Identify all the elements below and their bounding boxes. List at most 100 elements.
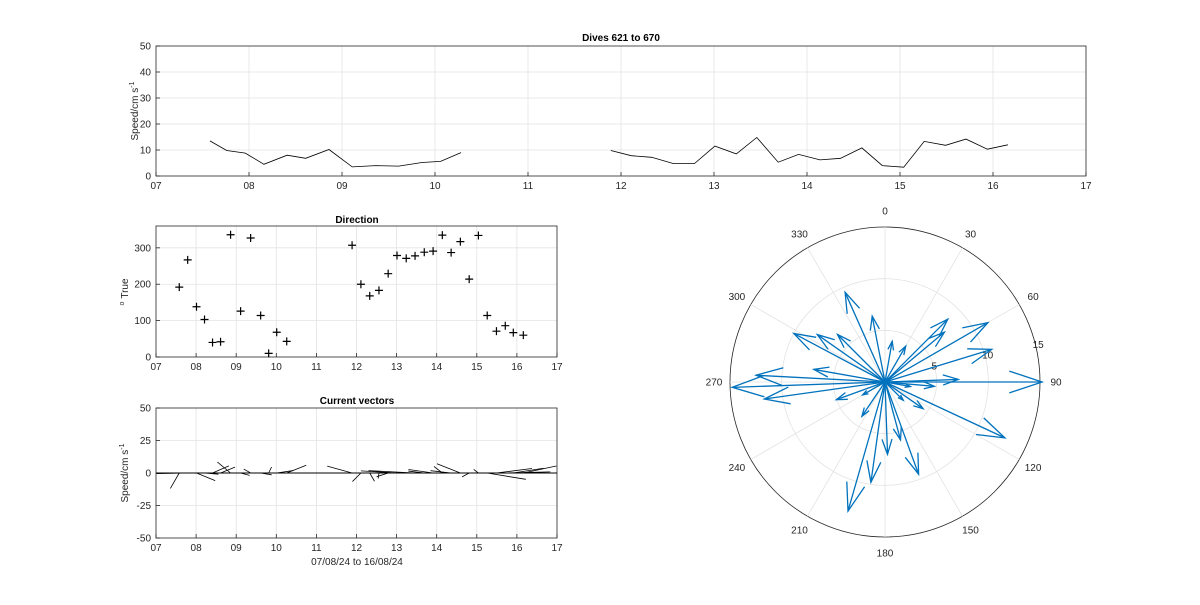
compass-arrow-shaft <box>884 381 904 401</box>
direction-ytick-label: 0 <box>145 353 151 364</box>
compass-arrow-shaft <box>764 381 886 400</box>
compass-arrow-head <box>834 392 848 401</box>
direction-xtick-label: 08 <box>191 362 203 373</box>
direction-point <box>236 307 245 316</box>
current-vector <box>376 472 389 478</box>
direction-ytick-label: 300 <box>134 243 151 254</box>
compass-arrow <box>860 381 886 396</box>
speed-ytick-label: 20 <box>140 120 152 131</box>
compass-angle-label: 240 <box>729 463 746 474</box>
direction-point <box>420 248 429 257</box>
compass-arrow-head <box>846 481 866 514</box>
speed-ylabel: Speed/cm s-1 <box>129 81 141 140</box>
vectors-xtick-label: 17 <box>551 543 563 554</box>
compass-arrow <box>884 339 895 383</box>
speed-ytick-label: 30 <box>140 94 152 105</box>
compass-arrow-shaft <box>755 374 886 383</box>
compass-radius-label: 10 <box>982 351 994 362</box>
vectors-ytick-label: -50 <box>137 534 152 545</box>
direction-point <box>256 311 265 320</box>
compass-angle-label: 300 <box>729 292 746 303</box>
compass-arrow-shaft <box>816 334 886 383</box>
current-vector <box>523 465 557 474</box>
current-vector <box>217 461 231 474</box>
compass-arrow-shaft <box>732 381 886 388</box>
direction-point <box>447 248 456 257</box>
current-vector <box>212 465 230 474</box>
current-vector <box>496 468 532 474</box>
speed-ytick-label: 0 <box>145 172 151 183</box>
speed-ytick-label: 50 <box>140 42 152 53</box>
compass-angle-label: 210 <box>791 526 808 537</box>
compass-arrow <box>884 381 920 477</box>
compass-arrow-head <box>897 394 905 402</box>
current-vector <box>487 472 526 480</box>
direction-point <box>183 255 192 264</box>
compass-arrow-head <box>836 333 851 348</box>
vectors-ytick-label: -25 <box>137 501 152 512</box>
direction-point <box>226 230 235 239</box>
direction-point <box>402 254 411 263</box>
current-vector <box>286 464 307 474</box>
direction-ytick-label: 100 <box>134 316 151 327</box>
compass-arrow-head <box>815 333 835 350</box>
compass-arrow <box>881 381 893 457</box>
compass-angle-label: 0 <box>882 207 888 218</box>
vectors-xtick-label: 13 <box>391 543 403 554</box>
compass-arrow <box>869 314 886 383</box>
direction-point <box>175 283 184 292</box>
compass-arrow-head <box>811 366 830 378</box>
compass-arrow <box>884 317 950 383</box>
compass-arrow <box>884 330 946 383</box>
compass-arrow-shaft <box>862 381 886 396</box>
compass-spoke <box>884 381 963 517</box>
direction-point <box>272 328 281 337</box>
vectors-ylabel: Speed/cm s-1 <box>119 443 131 502</box>
compass-arrow-head <box>942 374 961 386</box>
direction-xtick-label: 13 <box>391 362 403 373</box>
direction-point <box>483 311 492 320</box>
speed-xtick-label: 17 <box>1080 181 1092 192</box>
current-vector <box>436 463 461 474</box>
compass-arrow-head <box>892 426 902 442</box>
speed-panel: Speed/cm s-1 07 08 09 10 11 12 13 14 15 16 17 0 10 20… <box>129 33 1092 192</box>
compass-arrow-head <box>860 389 869 396</box>
compass-arrow-head <box>913 400 925 410</box>
current-vector <box>369 472 375 482</box>
direction-xtick-label: 12 <box>351 362 363 373</box>
compass-arrow-head <box>881 438 893 457</box>
vectors-xtick-label: 08 <box>191 543 203 554</box>
direction-point <box>411 251 420 260</box>
speed-xtick-label: 09 <box>336 181 348 192</box>
direction-point <box>356 280 365 289</box>
current-vector <box>169 472 180 489</box>
vectors-xtick-label: 11 <box>311 543 322 554</box>
compass-arrow-head <box>923 381 937 390</box>
current-vector <box>204 472 219 475</box>
direction-panel: Direction oTrue 07 08 09 10 11 12 13 14 15 16 17 0 1… <box>119 215 563 373</box>
vectors-xtick-label: 14 <box>431 543 443 554</box>
compass-arrow-head <box>730 374 765 398</box>
direction-point <box>456 237 465 246</box>
speed-xtick-label: 16 <box>987 181 999 192</box>
speed-title: Dives 621 to 670 <box>582 33 660 44</box>
compass-arrow <box>884 381 937 390</box>
compass-arrow-shaft <box>884 381 889 455</box>
compass-arrow-head <box>975 417 1007 439</box>
speed-xtick-label: 13 <box>708 181 720 192</box>
compass-arrow-shaft <box>884 341 893 383</box>
vectors-xlabel: 07/08/24 to 16/08/24 <box>311 557 403 568</box>
compass-arrow <box>815 333 886 383</box>
compass-arrow-shaft <box>836 381 886 401</box>
vectors-ytick-label: 50 <box>140 404 152 415</box>
compass-angle-label: 150 <box>962 526 979 537</box>
compass-arrow-head <box>898 344 907 356</box>
compass-arrow <box>834 381 886 401</box>
vectors-ytick-label: 25 <box>140 436 152 447</box>
compass-arrow-head <box>962 321 990 343</box>
compass-arrow <box>836 333 886 383</box>
direction-point <box>365 291 374 300</box>
direction-point <box>393 251 402 260</box>
compass-arrow <box>762 381 886 405</box>
compass-arrow <box>884 381 1007 439</box>
